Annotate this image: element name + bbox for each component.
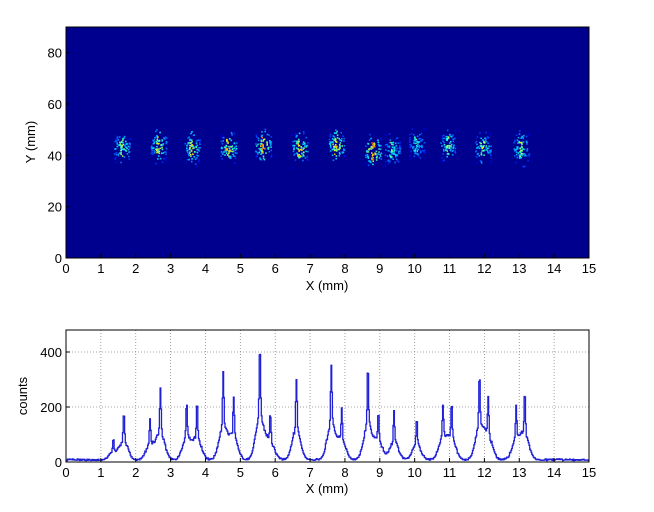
heatmap-spot [220, 132, 238, 164]
counts-y-tick-label: 200 [40, 400, 62, 415]
counts-frame [65, 329, 590, 463]
heatmap-x-tick-label: 7 [306, 261, 313, 276]
heatmap-spot [364, 133, 383, 166]
counts-x-tick-label: 3 [167, 465, 174, 480]
heatmap-x-tick-label: 1 [97, 261, 104, 276]
heatmap-x-tick-label: 5 [237, 261, 244, 276]
counts-x-axis-label: X (mm) [306, 481, 349, 496]
heatmap-x-tick-label: 11 [443, 261, 457, 276]
heatmap-spot [184, 131, 201, 168]
counts-y-axis: 0 200 400 [40, 345, 70, 470]
counts-x-tick-label: 11 [443, 465, 457, 480]
heatmap-spot [384, 133, 402, 167]
counts-x-tick-label: 1 [97, 465, 104, 480]
counts-y-tick-label: 400 [40, 345, 62, 360]
heatmap-spot [150, 129, 168, 165]
heatmap-spot [474, 131, 493, 164]
heatmap-x-tick-label: 2 [132, 261, 139, 276]
heatmap-x-tick-label: 3 [167, 261, 174, 276]
heatmap-x-tick-label: 4 [202, 261, 209, 276]
heatmap-spot [292, 131, 309, 169]
counts-x-tick-label: 5 [237, 465, 244, 480]
heatmap-x-tick-label: 9 [376, 261, 383, 276]
heatmap-y-tick-label: 0 [55, 251, 62, 266]
heatmap-y-axis-label: Y (mm) [23, 121, 38, 163]
heatmap-y-tick-label: 60 [48, 97, 62, 112]
heatmap-spot [513, 130, 531, 168]
heatmap-x-tick-label: 14 [547, 261, 561, 276]
heatmap-spot [328, 129, 346, 162]
heatmap-spot [113, 135, 132, 164]
heatmap-y-axis: 0 20 40 60 80 [48, 46, 70, 266]
heatmap-y-tick-label: 20 [48, 200, 62, 215]
heatmap-y-tick-label: 40 [48, 148, 62, 163]
counts-x-tick-label: 6 [272, 465, 279, 480]
heatmap-x-tick-label: 6 [272, 261, 279, 276]
heatmap-x-axis: 0 1 2 3 4 5 6 7 8 9 10 11 12 13 14 15 [62, 254, 596, 276]
heatmap-x-axis-label: X (mm) [306, 278, 349, 293]
counts-plot-area [66, 330, 589, 462]
counts-x-tick-label: 14 [547, 465, 561, 480]
heatmap-spot [440, 129, 457, 162]
heatmap-background [66, 27, 589, 258]
counts-x-tick-label: 12 [477, 465, 491, 480]
counts-x-tick-label: 8 [341, 465, 348, 480]
heatmap-x-tick-label: 8 [341, 261, 348, 276]
counts-x-tick-label: 2 [132, 465, 139, 480]
heatmap-frame [65, 26, 590, 259]
heatmap-x-tick-label: 10 [407, 261, 421, 276]
heatmap-y-tick-label: 80 [48, 46, 62, 61]
heatmap-x-tick-label: 12 [477, 261, 491, 276]
counts-x-tick-label: 0 [62, 465, 69, 480]
counts-x-tick-label: 13 [512, 465, 526, 480]
heatmap-x-tick-label: 15 [582, 261, 596, 276]
counts-y-tick-label: 0 [55, 455, 62, 470]
heatmap-x-tick-label: 0 [62, 261, 69, 276]
counts-x-tick-label: 9 [376, 465, 383, 480]
counts-series-line [66, 353, 589, 462]
heatmap-spot [255, 128, 273, 161]
counts-x-axis: 0 1 2 3 4 5 6 7 8 9 10 11 12 13 14 15 [62, 458, 596, 480]
heatmap-spot [408, 128, 426, 161]
heatmap-x-tick-label: 13 [512, 261, 526, 276]
counts-x-tick-label: 10 [407, 465, 421, 480]
counts-x-tick-label: 7 [306, 465, 313, 480]
counts-grid [66, 330, 589, 462]
heatmap-spots [113, 128, 531, 169]
counts-x-tick-label: 4 [202, 465, 209, 480]
counts-y-axis-label: counts [15, 376, 30, 415]
counts-x-tick-label: 15 [582, 465, 596, 480]
